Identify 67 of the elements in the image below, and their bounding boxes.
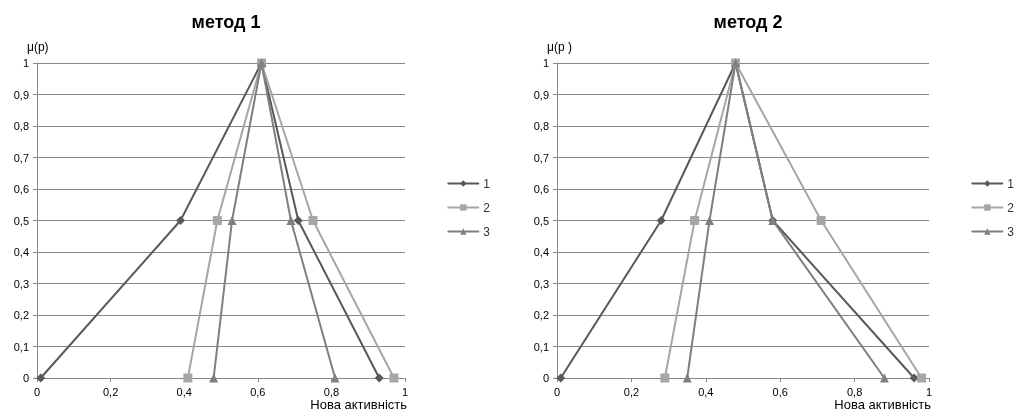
- point: [909, 373, 919, 383]
- legend-label: 2: [1007, 200, 1015, 215]
- x-tick-label: 1: [925, 385, 933, 398]
- x-tick-label: 0: [33, 385, 41, 398]
- point: [682, 373, 692, 383]
- point: [705, 216, 715, 225]
- point: [917, 373, 927, 383]
- y-tick-label: 0,7: [533, 151, 549, 164]
- chart-title: метод 2: [713, 12, 783, 32]
- point: [389, 373, 399, 383]
- y-axis-title: μ(p ): [547, 40, 572, 54]
- y-tick-label: 0,3: [533, 277, 549, 290]
- y-tick-label: 0,3: [13, 277, 29, 290]
- y-tick-label: 0: [542, 372, 549, 384]
- y-tick-label: 0,8: [13, 120, 29, 132]
- x-tick-label: 0,8: [846, 385, 863, 398]
- y-tick-label: 1: [22, 57, 29, 69]
- y-tick-label: 0,8: [533, 120, 549, 132]
- y-tick-label: 0,1: [533, 340, 549, 353]
- point: [660, 373, 670, 383]
- point: [36, 373, 46, 383]
- point: [656, 216, 666, 225]
- y-tick-label: 0,2: [13, 309, 29, 321]
- point: [816, 216, 826, 225]
- point: [330, 373, 340, 383]
- legend-label: 1: [483, 176, 491, 191]
- x-tick-label: 0: [553, 385, 561, 398]
- point: [308, 216, 318, 225]
- y-tick-label: 0,5: [13, 214, 29, 227]
- y-tick-label: 0,9: [13, 88, 29, 101]
- y-tick-label: 0,6: [533, 183, 549, 195]
- point: [556, 373, 566, 383]
- y-tick-label: 0,4: [533, 246, 549, 258]
- point: [227, 216, 237, 225]
- x-axis-title: Нова активність: [310, 397, 408, 412]
- y-tick-label: 0,5: [533, 214, 549, 227]
- x-tick-label: 0,6: [772, 385, 788, 398]
- y-tick-label: 0,1: [13, 340, 29, 353]
- y-tick-label: 0,4: [13, 246, 29, 258]
- point: [286, 216, 296, 225]
- y-axis-title: μ(p): [27, 40, 49, 54]
- y-tick-label: 0: [22, 372, 29, 384]
- point: [183, 373, 193, 383]
- legend-label: 2: [483, 200, 491, 215]
- point: [879, 373, 889, 383]
- chart-title: метод 1: [191, 12, 261, 32]
- x-axis-title: Нова активність: [834, 397, 932, 412]
- point: [293, 216, 303, 225]
- y-tick-label: 0,9: [533, 88, 549, 101]
- y-tick-label: 0,6: [13, 183, 29, 195]
- x-tick-label: 0,4: [698, 385, 714, 398]
- x-tick-label: 0,6: [250, 385, 266, 398]
- y-tick-label: 0,7: [13, 151, 29, 164]
- x-tick-label: 0,8: [323, 385, 340, 398]
- point: [176, 216, 186, 225]
- legend-label: 1: [1007, 176, 1015, 191]
- point: [212, 216, 222, 225]
- x-tick-label: 0,2: [623, 385, 640, 398]
- legend-label: 3: [483, 224, 491, 239]
- y-tick-label: 1: [542, 57, 549, 69]
- x-tick-label: 1: [401, 385, 409, 398]
- y-tick-label: 0,2: [533, 309, 549, 321]
- point: [690, 216, 700, 225]
- point: [374, 373, 384, 383]
- x-tick-label: 0,4: [176, 385, 192, 398]
- legend-label: 3: [1007, 224, 1015, 239]
- x-tick-label: 0,2: [102, 385, 119, 398]
